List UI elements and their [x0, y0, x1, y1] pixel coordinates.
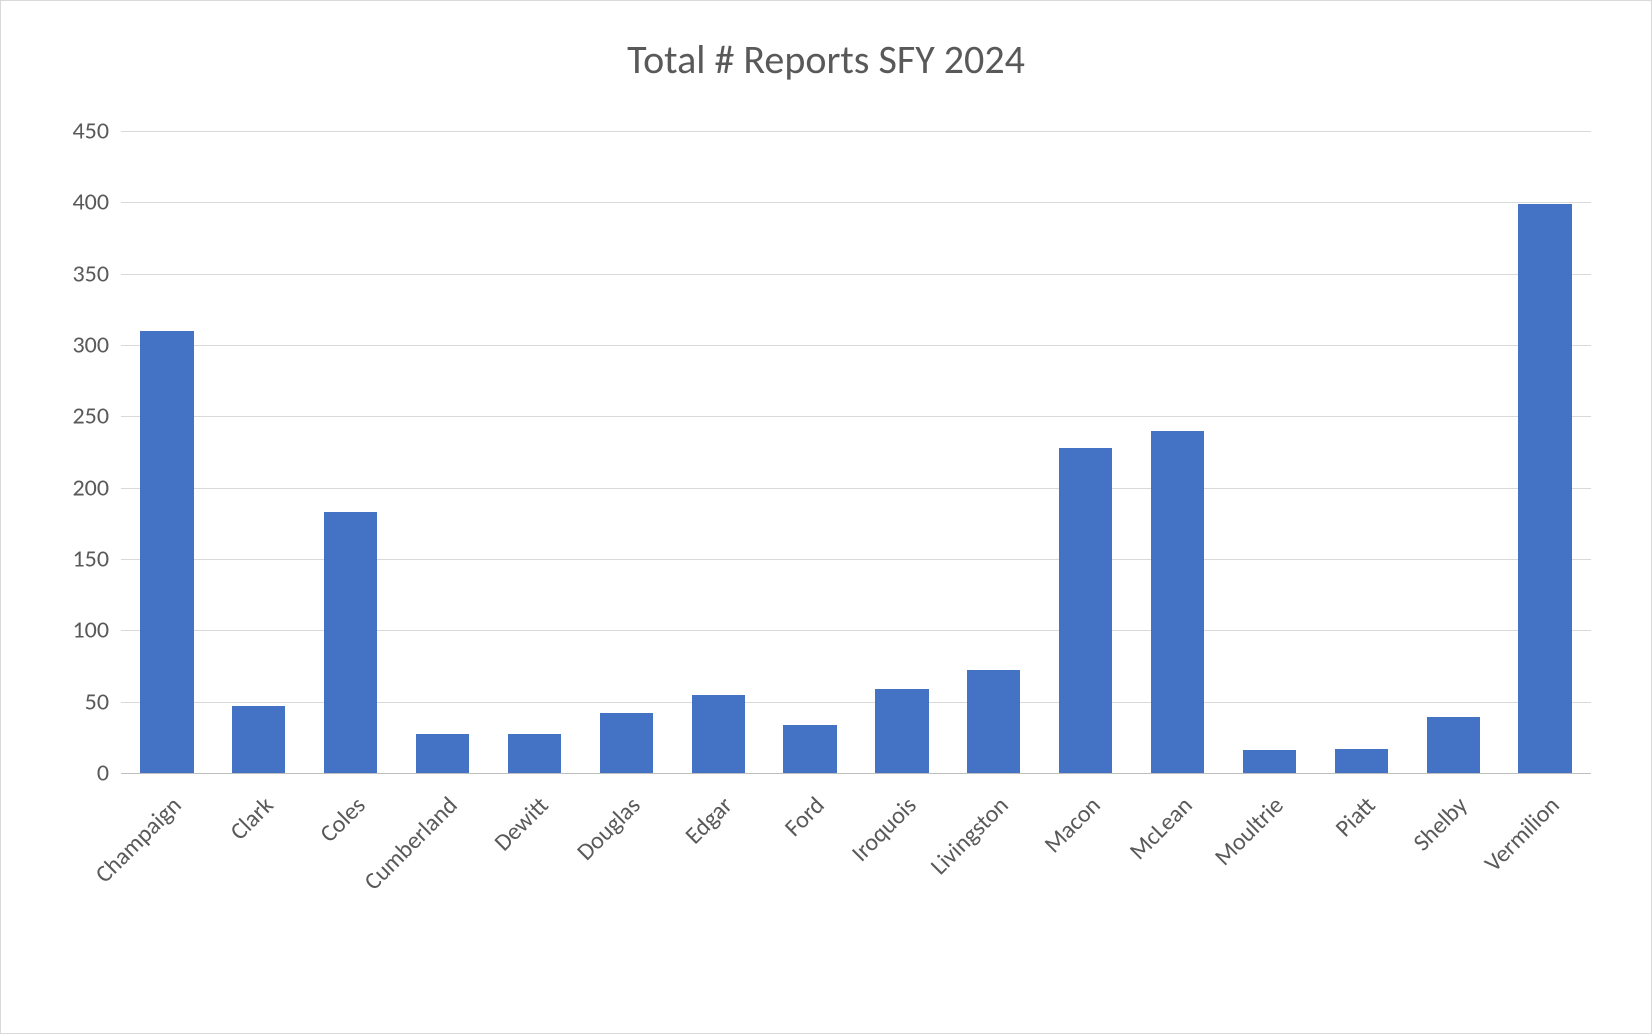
y-tick-label: 450 [73, 117, 122, 146]
bar [1335, 749, 1388, 773]
y-tick-label: 300 [73, 331, 122, 360]
y-tick-label: 100 [73, 616, 122, 645]
bar [1059, 448, 1112, 773]
x-tick-label: Piatt [1330, 791, 1382, 843]
bar [324, 512, 377, 773]
x-tick-label: Livingston [924, 791, 1014, 881]
x-tick-label: Edgar [680, 791, 739, 850]
x-tick-label: Ford [779, 791, 831, 843]
y-tick-label: 350 [73, 259, 122, 288]
x-tick-label: Clark [224, 791, 279, 846]
x-tick-label: Dewitt [489, 791, 555, 857]
y-tick-label: 200 [73, 473, 122, 502]
x-tick-label: Vermilion [1479, 791, 1566, 878]
x-tick-label: Champaign [89, 791, 187, 889]
bar [1427, 717, 1480, 773]
y-tick-label: 250 [73, 402, 122, 431]
bar [783, 725, 836, 774]
x-tick-label: Shelby [1408, 791, 1474, 857]
chart-title: Total # Reports SFY 2024 [11, 35, 1641, 84]
bar [416, 734, 469, 773]
bar [600, 713, 653, 773]
bar [875, 689, 928, 773]
y-tick-label: 400 [73, 188, 122, 217]
chart-container: Total # Reports SFY 2024 0 50 100 150 200 250… [0, 0, 1652, 1034]
plot-wrap: 0 50 100 150 200 250 300 350 400 450 Champaign Clar… [41, 111, 1611, 993]
x-tick-label: Coles [314, 791, 371, 848]
y-tick-label: 0 [97, 759, 121, 788]
x-tick-label: Douglas [571, 791, 646, 866]
x-tick-label: Macon [1038, 791, 1106, 859]
bar [967, 670, 1020, 773]
bar [232, 706, 285, 773]
y-tick-label: 150 [73, 545, 122, 574]
gridline [121, 773, 1591, 774]
x-tick-label: Cumberland [358, 791, 463, 896]
bar [692, 695, 745, 773]
bar [140, 331, 193, 773]
bars-layer [121, 131, 1591, 773]
x-tick-label: Moultrie [1209, 791, 1290, 872]
plot-area: 050100150200250300350400450ChampaignClar… [121, 131, 1591, 773]
bar [1243, 750, 1296, 773]
bar [1518, 204, 1571, 773]
x-tick-label: Iroquois [846, 791, 923, 868]
y-tick-label: 50 [85, 687, 121, 716]
x-tick-label: McLean [1123, 791, 1198, 866]
bar [508, 734, 561, 773]
bar [1151, 431, 1204, 773]
